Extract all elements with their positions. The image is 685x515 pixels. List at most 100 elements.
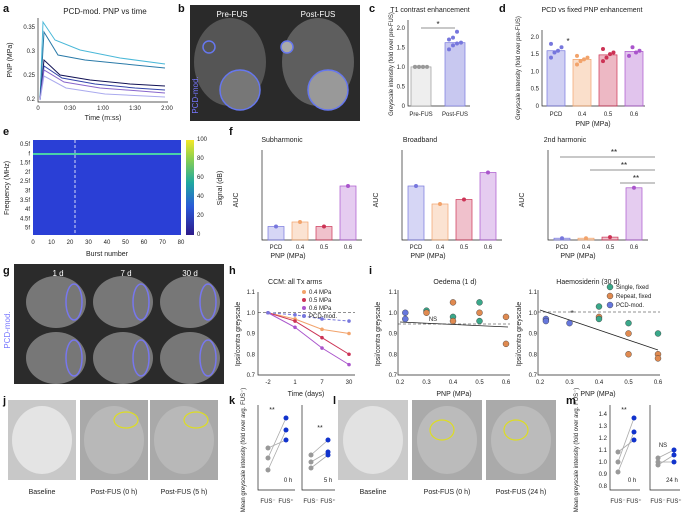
- panel-i-point-oedema: [402, 309, 409, 316]
- panel-h-legend-marker: [302, 306, 306, 310]
- panel-b-post-label: Post-FUS: [301, 10, 336, 19]
- panel-f-ylabel-2: AUC: [373, 193, 380, 208]
- panel-f-point: [298, 220, 302, 224]
- panel-i-ytick-haemosiderin: 0.9: [529, 332, 538, 338]
- panel-i-point-haemosiderin: [654, 330, 662, 337]
- panel-j-label-baseline: Baseline: [29, 489, 56, 496]
- panel-e-cbar-tick: 100: [197, 137, 208, 143]
- panel-a-ytick: 0.35: [23, 25, 35, 31]
- panel-m-pair-line: [617, 439, 635, 453]
- panel-d-point: [630, 45, 635, 50]
- panel-e-ytick: 5f: [25, 226, 30, 232]
- panel-m-point-minus: [655, 455, 661, 461]
- panel-h-line-0.4 MPa: [267, 312, 350, 334]
- panel-b-pre-roi: [202, 40, 216, 54]
- panel-e-ytick: 4f: [25, 207, 30, 213]
- panel-h-legend-label: 0.6 MPa: [309, 306, 332, 312]
- panel-g-label-7d: 7 d: [120, 269, 131, 278]
- panel-c-bar-Post-FUS: [444, 42, 466, 107]
- panel-j-brain-baseline: [12, 406, 72, 474]
- panel-l-roi-post24: [503, 419, 529, 441]
- panel-f-point: [346, 184, 350, 188]
- panel-e-cbar-tick: 60: [197, 175, 204, 181]
- panel-f-xtick: 0.6: [484, 245, 493, 251]
- panel-f-ylabel-3: AUC: [519, 193, 526, 208]
- panel-f-xlabel-1: PNP (MPa): [270, 253, 305, 260]
- panel-h-xtick: 1: [293, 380, 297, 386]
- panel-m-point-plus: [671, 452, 677, 458]
- panel-m-xcat-plus-b: FUS⁺: [666, 498, 681, 505]
- panel-l-roi-post0: [429, 419, 455, 441]
- panel-d-point: [637, 48, 642, 53]
- panel-i-ytick-oedema: 0.7: [389, 373, 398, 379]
- panel-d-point: [578, 59, 583, 64]
- panel-k-xcat-minus-a: FUS⁻: [260, 499, 275, 505]
- panel-e-ytick: f: [28, 151, 30, 157]
- panel-letter-f: f: [229, 126, 233, 138]
- panel-i: Oedema (1 d) Haemosiderin (30 d) Ipsi/co…: [375, 279, 663, 398]
- panel-f-xtick: 0.5: [320, 245, 329, 251]
- panel-m-time-24h: 24 h: [666, 478, 678, 484]
- panel-e-ytick: 1.5f: [20, 161, 30, 167]
- panel-f-xtick: PCD: [270, 245, 283, 251]
- panel-i-title-oedema: Oedema (1 d): [433, 279, 476, 286]
- panel-i-ytick-haemosiderin: 1.1: [529, 290, 538, 296]
- panel-i-ylabel-left: Ipsi/contra greyscale: [375, 302, 382, 366]
- panel-d-ytick: 0: [536, 104, 540, 110]
- panel-m-xcat-minus-a: FUS⁻: [610, 499, 625, 505]
- panel-h-line-PCD-mod.: [267, 312, 350, 322]
- panel-a-yticks: 0.2 0.25 0.3 0.35: [23, 25, 35, 103]
- panel-h-xtick: -2: [265, 380, 271, 386]
- panel-d-point: [634, 50, 638, 55]
- panel-g-brain: [160, 276, 220, 328]
- panel-i-legend-label: PCD-mod.: [616, 303, 644, 309]
- panel-l-label-post0: Post-FUS (0 h): [424, 489, 471, 496]
- panel-c-point: [421, 64, 425, 69]
- panel-l-brain-post0: [417, 406, 477, 474]
- panel-e-xtick: 80: [178, 240, 185, 246]
- panel-i-legend-label: Single, fixed: [616, 285, 649, 291]
- panel-c-point: [425, 64, 429, 69]
- panel-a-xtick: 2:00: [161, 106, 173, 112]
- panel-d-sig: *: [566, 37, 569, 46]
- panel-e-cbar-tick: 0: [197, 232, 201, 238]
- panel-g-brain: [26, 332, 86, 384]
- panel-k-point-minus: [308, 452, 314, 458]
- panel-h-ytick: 0.7: [247, 373, 256, 379]
- panel-c-point: [451, 35, 455, 40]
- panel-m-sig-24h: NS: [659, 443, 667, 449]
- panel-k-axes-0h: [257, 405, 295, 491]
- panel-c-point: [447, 37, 451, 42]
- panel-d-xtick: PCD: [550, 112, 563, 118]
- panel-m-point-plus: [631, 429, 637, 435]
- panel-g-brain: [160, 332, 220, 384]
- panel-i-point-haemosiderin: [625, 330, 632, 337]
- panel-f-xtick: 0.6: [344, 245, 353, 251]
- panel-i-point-oedema: [449, 317, 457, 325]
- panel-d-point: [556, 48, 560, 53]
- panel-e-cbar-tick: 40: [197, 194, 204, 200]
- panel-e-ytick: 3.5f: [20, 198, 30, 204]
- panel-i-ytick-oedema: 0.8: [389, 352, 398, 358]
- panel-i-xtick-oedema: 0.5: [475, 380, 484, 386]
- panel-f-xtick: 0.4: [582, 245, 591, 251]
- panel-i-xtick-haemosiderin: 0.3: [565, 380, 574, 386]
- panel-h-legend-marker: [302, 298, 306, 302]
- panel-a-ylabel: PNP (MPa): [7, 42, 14, 77]
- panel-h-line-0.5 MPa: [267, 312, 350, 355]
- panel-a-ytick: 0.2: [27, 97, 36, 103]
- panel-c-cat-post: Post-FUS: [442, 112, 468, 118]
- panel-d-ytick: 2.0: [531, 35, 540, 41]
- panel-c: T1 contrast enhancement Greyscale intens…: [389, 7, 470, 118]
- panel-i-xtick-oedema: 0.2: [396, 380, 405, 386]
- panel-h-point: [347, 362, 351, 367]
- panel-m-ytick: 1.1: [599, 448, 608, 454]
- panel-m-ytick: 1.2: [599, 436, 608, 442]
- panel-k-axes-5h: [301, 405, 335, 491]
- panel-e-ytick: 2.5f: [20, 179, 30, 185]
- panel-j-brain-post0: [84, 406, 144, 474]
- panel-i-point-oedema: [476, 309, 483, 316]
- panel-c-sig: *: [436, 20, 439, 29]
- panel-m-pair-line: [657, 449, 675, 459]
